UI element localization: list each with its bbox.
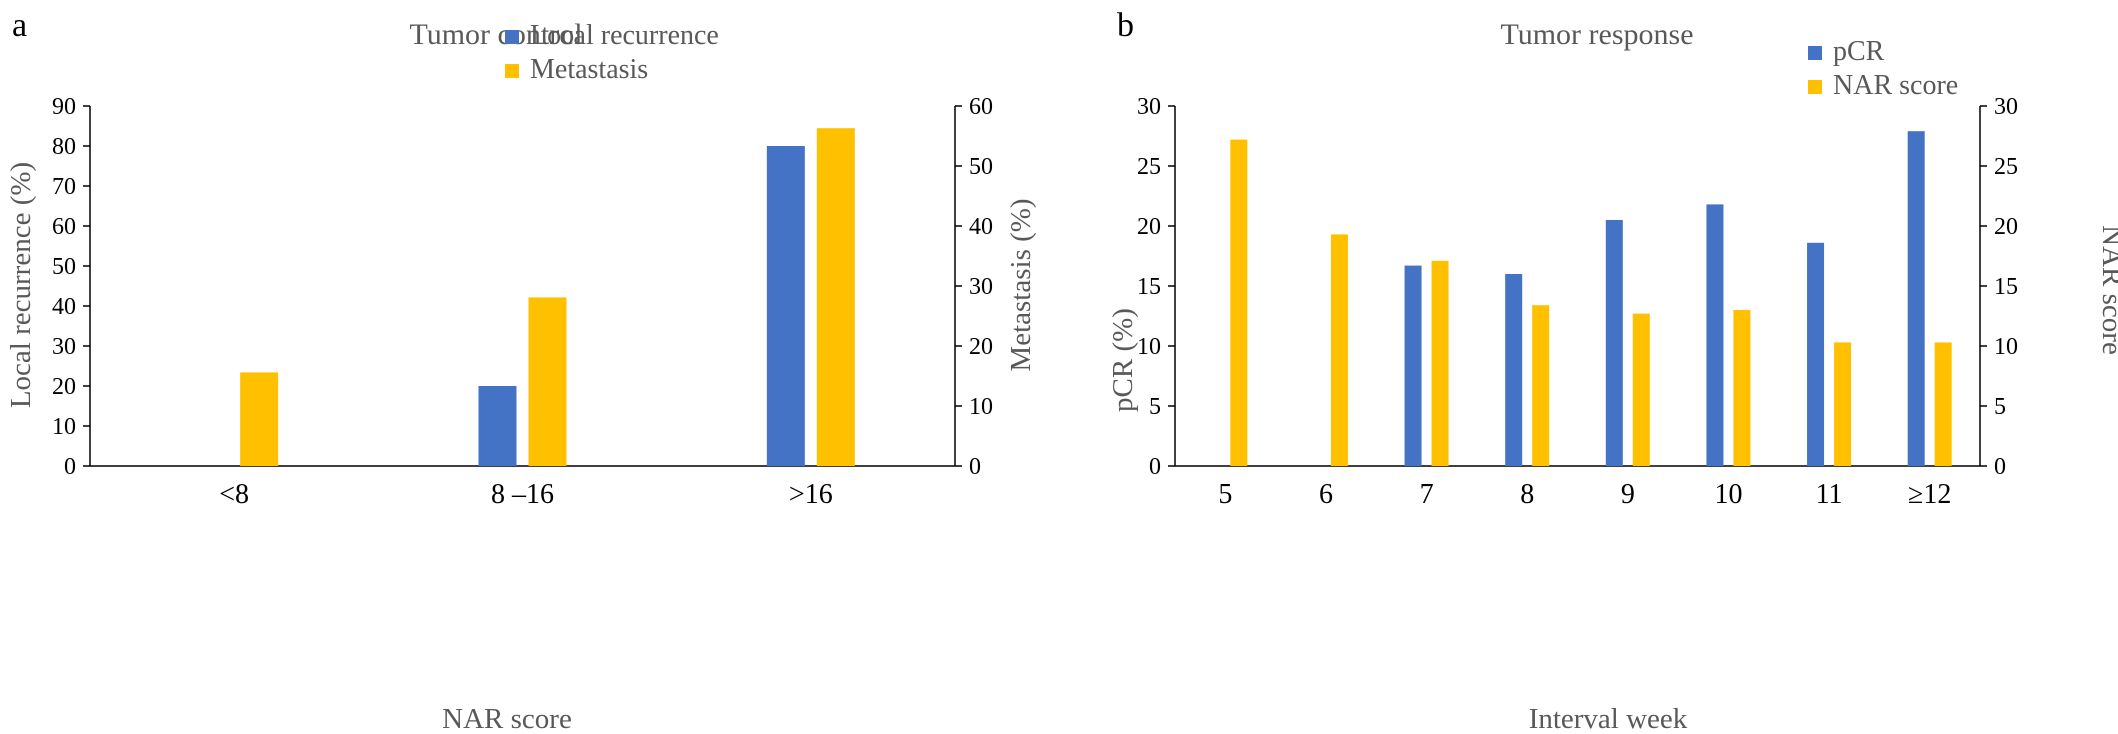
y2-tick-label: 30 <box>1994 94 2018 120</box>
legend-swatch <box>505 64 519 78</box>
y-tick-label: 15 <box>1137 274 1161 300</box>
y2-tick-label: 40 <box>969 214 993 240</box>
x-tick-label: 9 <box>1621 479 1635 510</box>
y2-tick-label: 5 <box>1994 394 2006 420</box>
y-tick-label: 50 <box>52 254 76 280</box>
x-tick-label: <8 <box>219 479 249 510</box>
x-tick-label: 6 <box>1319 479 1333 510</box>
bar-pcr <box>1907 131 1925 466</box>
bar-pcr <box>1404 265 1422 466</box>
x-axis-title-b: Interval week <box>1529 703 1688 734</box>
y-tick-label: 30 <box>1137 94 1161 120</box>
panel-label-a: a <box>12 7 27 44</box>
y2-tick-label: 20 <box>969 334 993 360</box>
x-tick-label: 8 <box>1520 479 1534 510</box>
y2-tick-label: 60 <box>969 94 993 120</box>
panel-label-b: b <box>1117 7 1134 44</box>
bar-nar-score <box>1733 310 1751 466</box>
bars-b <box>1230 131 1952 466</box>
y2-tick-label: 50 <box>969 154 993 180</box>
y-tick-label: 60 <box>52 214 76 240</box>
y-tick-label: 5 <box>1149 394 1161 420</box>
y-axis-title-b: pCR (%) <box>1107 308 1139 412</box>
y-tick-label: 30 <box>52 334 76 360</box>
bar-metastasis <box>816 128 855 466</box>
bar-pcr <box>1505 274 1523 466</box>
y2-axis-title-a: Metastasis (%) <box>1005 198 1037 371</box>
bar-metastasis <box>528 297 567 466</box>
chart-title-a: Tumor control <box>409 18 582 51</box>
x-tick-label: 10 <box>1714 479 1742 510</box>
bar-local-recurrence <box>766 146 805 466</box>
bar-nar-score <box>1330 234 1348 466</box>
legend-label: pCR <box>1833 36 1885 67</box>
legend-label: Metastasis <box>530 54 648 85</box>
y2-tick-label: 10 <box>969 394 993 420</box>
x-axis-title-a: NAR score <box>442 703 572 734</box>
axes-b: 0 5 10 15 20 25 30 0 5 10 15 20 25 30 5 6 7 8 9 10 11 ≥12 <box>1137 94 2018 510</box>
y2-tick-label: 30 <box>969 274 993 300</box>
y2-tick-label: 0 <box>969 454 981 480</box>
y2-tick-label: 15 <box>1994 274 2018 300</box>
bar-local-recurrence <box>478 386 517 466</box>
y-tick-label: 10 <box>1137 334 1161 360</box>
x-tick-label: ≥12 <box>1908 479 1951 510</box>
x-tick-label: 11 <box>1816 479 1843 510</box>
bar-pcr <box>1706 204 1724 466</box>
chart-title-b: Tumor response <box>1500 18 1693 51</box>
x-tick-label: 8 –16 <box>491 479 554 510</box>
y-tick-label: 70 <box>52 174 76 200</box>
bar-nar-score <box>1230 139 1248 466</box>
bar-nar-score <box>1834 342 1852 466</box>
y-tick-label: 20 <box>1137 214 1161 240</box>
legend-swatch <box>1808 46 1822 60</box>
bar-nar-score <box>1532 305 1550 466</box>
x-tick-label: >16 <box>789 479 833 510</box>
bars-a <box>240 128 855 466</box>
bar-pcr <box>1807 242 1825 466</box>
y-tick-label: 90 <box>52 94 76 120</box>
axes-a: 0 10 20 30 40 50 60 70 80 90 0 10 20 30 40 50 60 <8 8 –16 >… <box>52 94 993 510</box>
y2-tick-label: 10 <box>1994 334 2018 360</box>
bar-pcr <box>1605 220 1623 466</box>
y-tick-label: 10 <box>52 414 76 440</box>
y2-tick-label: 25 <box>1994 154 2018 180</box>
legend-swatch <box>505 30 519 44</box>
x-tick-label: 7 <box>1420 479 1434 510</box>
y-tick-label: 0 <box>1149 454 1161 480</box>
y-tick-label: 25 <box>1137 154 1161 180</box>
bar-nar-score <box>1431 260 1449 466</box>
y-axis-title-a: Local recurrence (%) <box>5 162 37 408</box>
chart-panel-a: a Tumor control Local recurrence (%) Met… <box>5 7 1037 734</box>
y2-axis-title-b: NAR score <box>2096 225 2118 355</box>
bar-metastasis <box>240 372 279 466</box>
y-tick-label: 80 <box>52 134 76 160</box>
y-tick-label: 20 <box>52 374 76 400</box>
y-tick-label: 0 <box>64 454 76 480</box>
legend-label: NAR score <box>1833 70 1958 101</box>
x-tick-label: 5 <box>1218 479 1232 510</box>
legend-swatch <box>1808 80 1822 94</box>
y2-tick-label: 0 <box>1994 454 2006 480</box>
y2-tick-label: 20 <box>1994 214 2018 240</box>
bar-nar-score <box>1934 342 1952 466</box>
y-tick-label: 40 <box>52 294 76 320</box>
legend-label: Local recurrence <box>530 20 719 51</box>
chart-panel-b: b Tumor response pCR (%) NAR score Inter… <box>1107 7 2118 734</box>
bar-nar-score <box>1632 313 1650 466</box>
